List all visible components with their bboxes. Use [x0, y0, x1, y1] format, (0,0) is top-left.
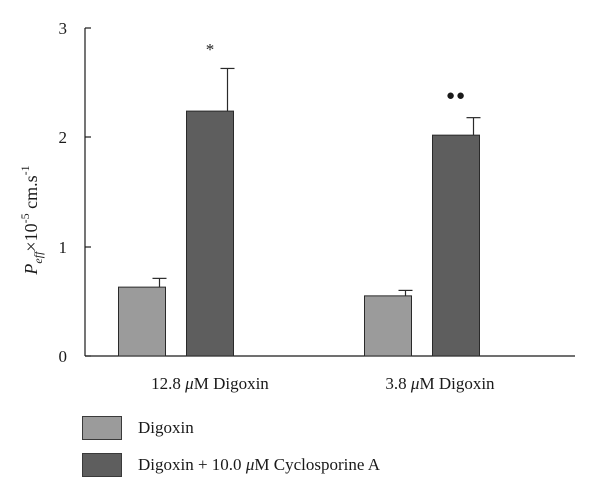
legend-swatch-digoxin — [82, 416, 122, 440]
y-tick-label: 2 — [59, 128, 68, 147]
y-axis-label: Peff×10-5 cm.s-1 — [18, 165, 45, 275]
legend-label-cyclosporine: Digoxin + 10.0 μM Cyclosporine A — [138, 455, 380, 474]
x-category-label: 3.8 μM Digoxin — [385, 374, 495, 393]
bar — [432, 134, 480, 357]
legend-label-digoxin: Digoxin — [138, 418, 194, 437]
legend-swatch-cyclosporine — [82, 453, 122, 477]
legend: Digoxin Digoxin + 10.0 μM Cyclosporine A — [82, 414, 380, 488]
significance-star: * — [206, 40, 215, 59]
legend-item-digoxin: Digoxin — [82, 414, 380, 442]
bar — [186, 110, 234, 357]
bar — [118, 286, 166, 357]
x-category-label: 12.8 μM Digoxin — [151, 374, 269, 393]
bar-chart: Peff×10-5 cm.s-1 0 1 2 3 12.8 μM Digoxin… — [18, 19, 575, 393]
y-tick-label: 0 — [59, 347, 68, 366]
significance-dots: ●● — [446, 88, 466, 104]
legend-item-cyclosporine: Digoxin + 10.0 μM Cyclosporine A — [82, 451, 380, 479]
y-tick-label: 3 — [59, 19, 68, 38]
bar — [364, 295, 412, 357]
y-tick-label: 1 — [59, 238, 68, 257]
